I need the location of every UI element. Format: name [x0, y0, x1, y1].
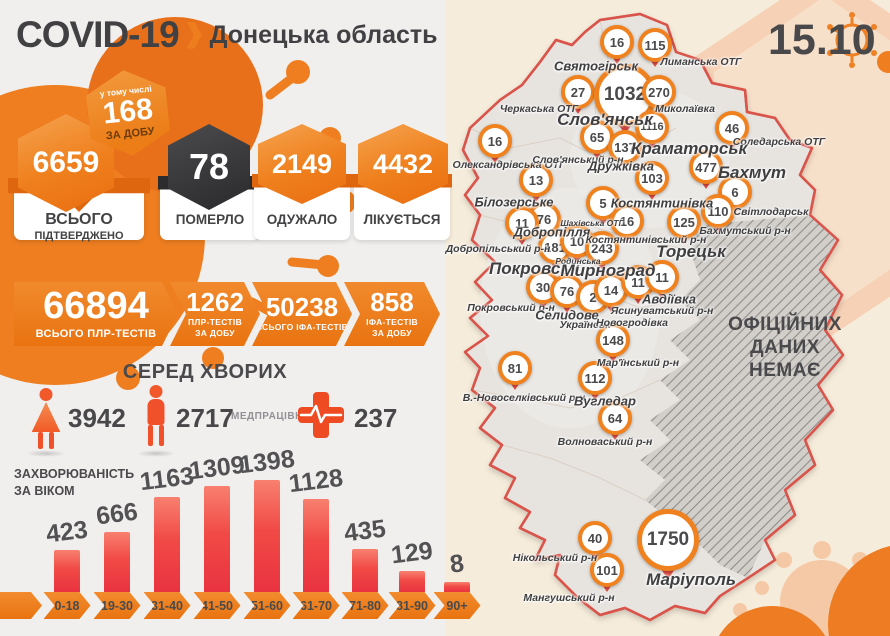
axis-label-0-18: 0-18	[44, 592, 91, 619]
axis-label-31-40: 31-40	[144, 592, 191, 619]
test-label: ВСЬОГО ІФА-ТЕСТІВ	[255, 322, 349, 333]
recovered-label: ОДУЖАЛО	[266, 212, 338, 227]
male-icon	[138, 385, 174, 447]
confirmed-label: ВСЬОГО ПІДТВЕРДЖЕНО	[14, 210, 144, 244]
treated-value: 4432	[372, 148, 434, 179]
virus-blobs-bottomright	[718, 541, 890, 636]
test-value: 858	[370, 286, 414, 317]
axis-label-51-60: 51-60	[244, 592, 291, 619]
confirmed-label-line1: ВСЬОГО	[45, 211, 113, 228]
stat-died: 78 ПОМЕРЛО	[158, 120, 262, 260]
test-value: 50238	[265, 292, 339, 323]
axis-label-81-90: 81-90	[389, 592, 436, 619]
chart-title-line1: ЗАХВОРЮВАНІСТЬ	[14, 467, 135, 481]
chevron-icon	[186, 21, 202, 49]
among-sick-title: СЕРЕД ХВОРИХ	[122, 361, 288, 383]
date-label: 15.10	[768, 16, 876, 64]
test-label: ПЛР-ТЕСТІВ ЗА ДОБУ	[187, 316, 243, 338]
age-axis: 0-18 19-30 31-40 41-50 51-60 61-70 71-80 81-90 9…	[0, 592, 490, 619]
test-segment-2: 50238 ВСЬОГО ІФА-ТЕСТІВ	[252, 282, 352, 346]
test-segment-3: 858 ІФА-ТЕСТІВ ЗА ДОБУ	[344, 282, 440, 346]
medics-label: МЕДПРАЦІВНИКИ	[231, 411, 325, 422]
medic-cross-icon	[298, 392, 344, 438]
medics-count: 237	[354, 403, 398, 433]
died-value: 78	[188, 146, 230, 187]
axis-label-90+: 90+	[434, 592, 481, 619]
treated-label: ЛІКУЄТЬСЯ	[363, 212, 441, 227]
stat-confirmed: 6659 у тому числі 168 ЗА ДОБУ ВСЬОГО ПІД…	[8, 64, 178, 264]
axis-stub	[0, 592, 42, 619]
page-title: COVID-19	[16, 14, 180, 55]
confirmed-value: 6659	[32, 146, 100, 179]
test-label: ВСЬОГО ПЛР-ТЕСТІВ	[35, 327, 157, 340]
chart-title-line2: ЗА ВІКОМ	[14, 483, 75, 498]
stat-treated: 4432 ЛІКУЄТЬСЯ	[352, 120, 452, 260]
test-segment-1: 1262 ПЛР-ТЕСТІВ ЗА ДОБУ	[170, 282, 260, 346]
header: COVID-19 Донецька область	[16, 14, 438, 56]
no-data-line: НЕМАЄ	[749, 359, 821, 381]
stat-recovered: 2149 ОДУЖАЛО	[252, 120, 352, 260]
chart-title: ЗАХВОРЮВАНІСТЬ ЗА ВІКОМ	[14, 466, 134, 500]
female-count: 3942	[68, 403, 126, 433]
confirmed-label-line2: ПІДТВЕРДЖЕНО	[34, 230, 124, 242]
tests-banner: 66894 ВСЬОГО ПЛР-ТЕСТІВ 1262 ПЛР-ТЕСТІВ ЗА Д…	[0, 282, 470, 346]
no-data-line: ОФІЦІЙНИХ	[728, 314, 842, 335]
male-count: 2717	[176, 403, 234, 433]
axis-label-19-30: 19-30	[94, 592, 141, 619]
test-segment-0: 66894 ВСЬОГО ПЛР-ТЕСТІВ	[14, 282, 178, 346]
region-title: Донецька область	[209, 20, 438, 49]
axis-label-71-80: 71-80	[342, 592, 389, 619]
test-value: 66894	[43, 284, 149, 327]
no-data-note: ОФІЦІЙНИХ ДАНИХ НЕМАЄ	[710, 314, 860, 382]
orange-dot-decoration	[877, 51, 890, 73]
died-label: ПОМЕРЛО	[175, 212, 245, 227]
test-label: ІФА-ТЕСТІВ ЗА ДОБУ	[366, 316, 418, 338]
axis-label-41-50: 41-50	[194, 592, 241, 619]
female-icon-shadow	[26, 450, 66, 457]
male-icon-shadow	[136, 450, 176, 457]
axis-label-61-70: 61-70	[293, 592, 340, 619]
no-data-line: ДАНИХ	[750, 336, 820, 358]
recovered-value: 2149	[271, 148, 333, 179]
test-value: 1262	[186, 286, 244, 317]
occupied-area-hatched	[640, 215, 843, 578]
virus-outline-topright-icon	[827, 12, 877, 68]
female-icon	[28, 388, 64, 450]
